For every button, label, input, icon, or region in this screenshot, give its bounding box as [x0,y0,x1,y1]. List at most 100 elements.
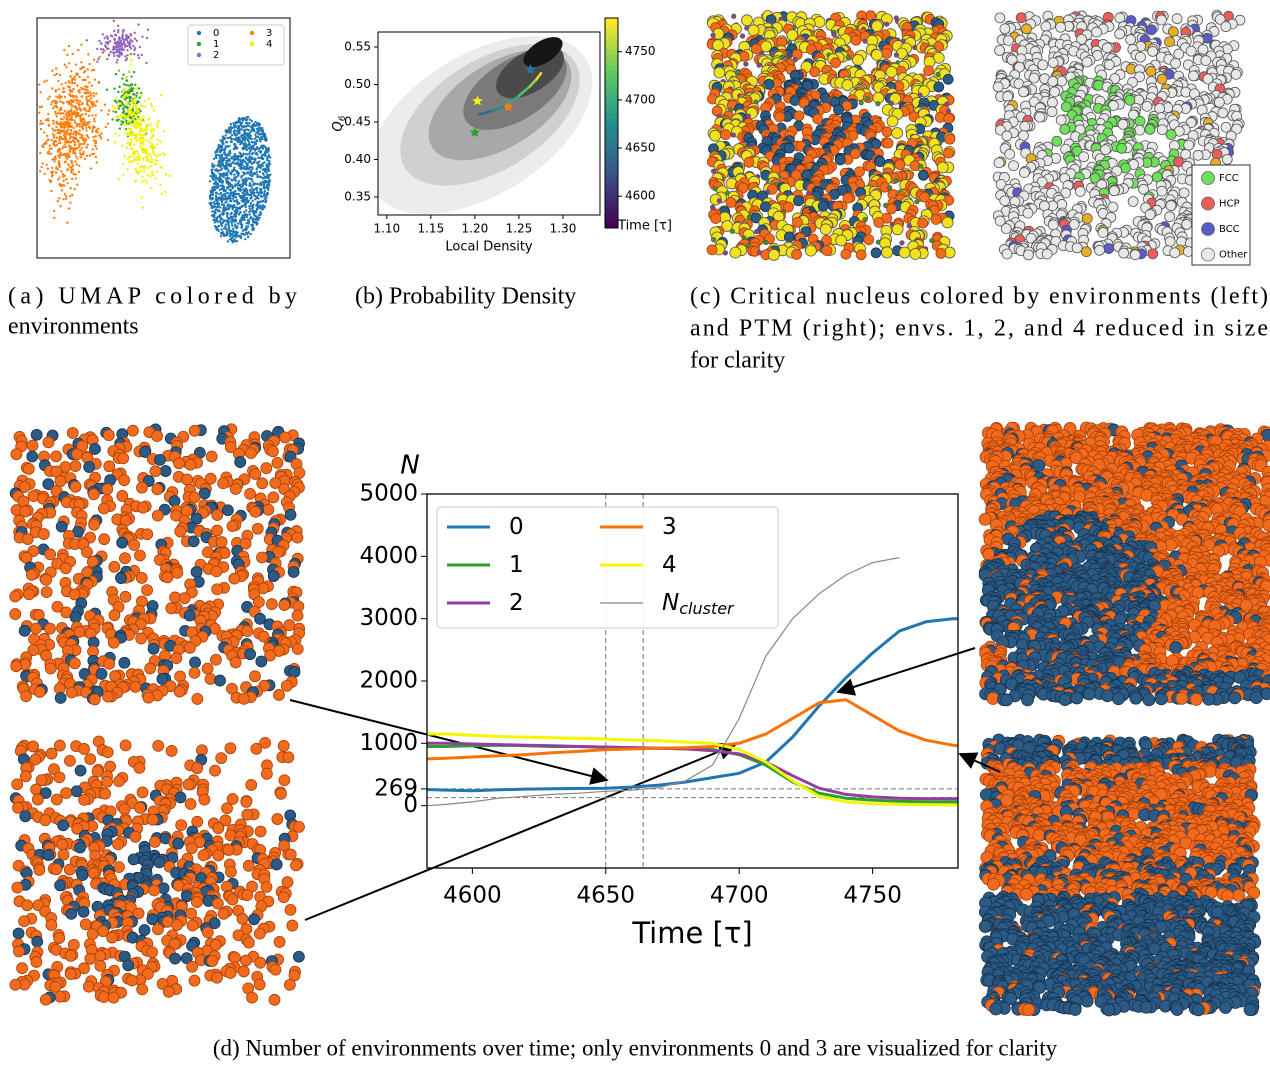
umap-point [216,218,218,220]
umap-point [240,236,242,238]
particle [1102,43,1112,53]
umap-point [248,161,250,163]
umap-point [232,228,234,230]
umap-point [242,195,244,197]
umap-point [223,189,225,191]
particle [1047,97,1057,107]
umap-point [263,161,265,163]
umap-point [225,189,227,191]
umap-point [239,152,241,154]
umap-point [247,136,249,138]
umap-point [84,92,86,94]
umap-point [138,125,140,127]
umap-point [136,100,138,102]
umap-point [56,73,58,75]
umap-point [133,143,135,145]
umap-point [211,210,213,212]
umap-point [81,95,83,97]
umap-point [248,125,250,127]
umap-point [82,128,84,130]
umap-point [115,97,117,99]
umap-point [237,174,239,176]
caption: (b) Probability Density [355,284,576,310]
particle [1214,97,1224,107]
umap-point [251,180,253,182]
umap-point [219,149,221,151]
umap-point [88,99,90,101]
umap-point [213,176,215,178]
particle [1157,74,1167,84]
umap-point [56,121,58,123]
umap-point [141,118,143,120]
umap-point [217,209,219,211]
umap-point [81,147,83,149]
particle [1003,35,1013,45]
umap-point [119,41,121,43]
umap-point [252,220,254,222]
umap-point [213,158,215,160]
umap-point [55,89,57,91]
umap-point [215,227,217,229]
umap-point [63,116,65,118]
umap-point [140,134,142,136]
particle [892,224,903,235]
umap-point [229,150,231,152]
umap-point [58,139,60,141]
umap-point [155,170,157,172]
umap-point [142,207,144,209]
umap-point [237,207,239,209]
umap-point [80,61,82,63]
umap-point [67,168,69,170]
umap-point [116,46,118,48]
umap-point [135,124,137,126]
umap-point [253,162,255,164]
umap-point [222,204,224,206]
umap-point [215,154,217,156]
umap-point [248,207,250,209]
particle [871,248,881,258]
umap-point [219,154,221,156]
umap-point [236,147,238,149]
umap-point [55,101,57,103]
umap-point [62,146,64,148]
umap-point [59,142,61,144]
umap-point [233,220,235,222]
umap-point [236,157,238,159]
umap-point [95,156,97,158]
umap-point [149,146,151,148]
umap-point [69,137,71,139]
umap-point [122,33,124,35]
particle [1002,131,1012,141]
umap-point [122,115,124,117]
umap-point [119,51,121,53]
umap-point [257,130,259,132]
umap-point [222,180,224,182]
particle [834,105,844,115]
umap-point [74,79,76,81]
umap-point [53,135,55,137]
umap-point [148,166,150,168]
umap-point [85,127,87,129]
umap-point [248,129,250,131]
particle [1104,244,1114,254]
umap-point [79,155,81,157]
umap-point [66,158,68,160]
umap-point [64,124,66,126]
umap-point [135,87,137,89]
umap-point [73,119,75,121]
umap-point [241,160,243,162]
umap-point [76,84,78,86]
umap-point [125,146,127,148]
umap-point [267,169,269,171]
umap-point [50,103,52,105]
umap-point [113,20,115,22]
umap-point [110,51,112,53]
umap-point [89,94,91,96]
umap-point [260,150,262,152]
umap-point [56,144,58,146]
umap-point [219,173,221,175]
umap-point [66,182,68,184]
umap-point [264,190,266,192]
umap-point [149,175,151,177]
umap-point [118,56,120,58]
